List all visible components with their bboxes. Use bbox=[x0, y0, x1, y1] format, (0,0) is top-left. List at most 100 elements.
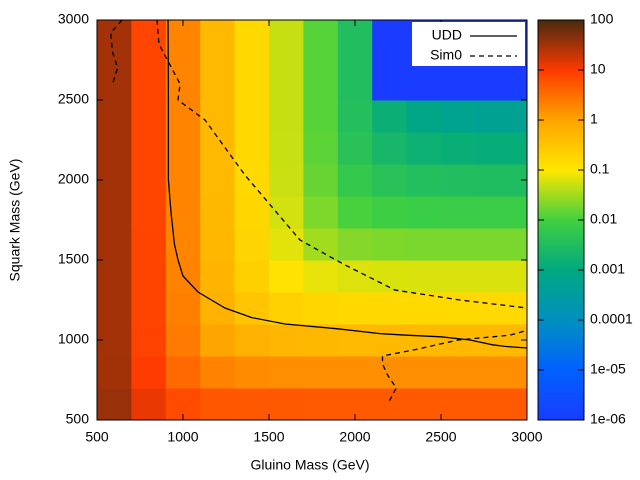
colorbar-segment bbox=[538, 130, 584, 133]
heat-cell bbox=[406, 260, 442, 293]
x-tick-label: 1000 bbox=[167, 429, 198, 445]
heat-cell bbox=[509, 100, 527, 133]
colorbar-segment bbox=[538, 244, 584, 247]
colorbar-segment bbox=[538, 70, 584, 73]
heat-cell bbox=[131, 196, 167, 229]
heat-cell bbox=[269, 100, 304, 133]
heat-cell bbox=[200, 100, 236, 133]
colorbar-segment bbox=[538, 350, 584, 353]
colorbar-segment bbox=[538, 82, 584, 85]
colorbar-segment bbox=[538, 162, 584, 165]
colorbar-segment bbox=[538, 276, 584, 279]
heat-cell bbox=[269, 196, 304, 229]
colorbar-segment bbox=[538, 46, 584, 49]
heat-cell bbox=[475, 228, 511, 261]
colorbar-segment bbox=[538, 102, 584, 105]
colorbar-segment bbox=[538, 172, 584, 175]
colorbar-segment bbox=[538, 338, 584, 341]
heat-cell bbox=[441, 100, 476, 133]
heat-cell bbox=[97, 196, 132, 229]
heat-cell bbox=[269, 164, 304, 197]
colorbar-segment bbox=[538, 194, 584, 197]
colorbar-segment bbox=[538, 20, 584, 23]
heat-cell bbox=[269, 68, 304, 101]
x-tick-label: 2500 bbox=[425, 429, 456, 445]
heat-cell bbox=[372, 324, 408, 357]
axes: 500 1000 1500 2000 2500 3000 500 1000 1500 2000 25… bbox=[58, 11, 633, 445]
colorbar-segment bbox=[538, 80, 584, 83]
colorbar-segment bbox=[538, 110, 584, 113]
heat-cell bbox=[509, 260, 527, 293]
heat-cell bbox=[337, 68, 373, 101]
heat-cell bbox=[303, 164, 339, 197]
heat-cell bbox=[234, 36, 270, 69]
colorbar-tick-label: 0.01 bbox=[590, 211, 617, 227]
heat-cell bbox=[441, 388, 476, 420]
heat-cell bbox=[269, 228, 304, 261]
colorbar-segment bbox=[538, 262, 584, 265]
heat-cell bbox=[337, 20, 373, 37]
x-tick-label: 500 bbox=[85, 429, 109, 445]
heat-cell bbox=[337, 228, 373, 261]
colorbar-segment bbox=[538, 148, 584, 151]
colorbar-segment bbox=[538, 358, 584, 361]
heat-cell bbox=[131, 388, 167, 420]
curve bbox=[110, 20, 527, 402]
colorbar-segment bbox=[538, 272, 584, 275]
colorbar-segment bbox=[538, 60, 584, 63]
colorbar-segment bbox=[538, 140, 584, 143]
heat-cell bbox=[303, 388, 339, 420]
colorbar-segment bbox=[538, 204, 584, 207]
colorbar-segment bbox=[538, 156, 584, 159]
colorbar-segment bbox=[538, 96, 584, 99]
colorbar-segment bbox=[538, 100, 584, 103]
colorbar-segment bbox=[538, 260, 584, 263]
heat-cell bbox=[372, 100, 408, 133]
heat-cell bbox=[303, 228, 339, 261]
colorbar-segment bbox=[538, 382, 584, 385]
colorbar-segment bbox=[538, 336, 584, 339]
heat-cell bbox=[234, 132, 270, 165]
heat-cell bbox=[165, 356, 201, 389]
colorbar-segment bbox=[538, 340, 584, 343]
heat-cell bbox=[165, 100, 201, 133]
legend-label: UDD bbox=[432, 27, 462, 43]
colorbar-segment bbox=[538, 416, 584, 419]
colorbar-segment bbox=[538, 314, 584, 317]
colorbar-segment bbox=[538, 370, 584, 373]
heat-cell bbox=[131, 36, 167, 69]
colorbar-segment bbox=[538, 166, 584, 169]
colorbar-segment bbox=[538, 214, 584, 217]
heat-cell bbox=[165, 20, 201, 37]
colorbar-segment bbox=[538, 218, 584, 221]
y-tick-label: 3000 bbox=[58, 11, 89, 27]
heat-cell bbox=[303, 20, 339, 37]
colorbar-segment bbox=[538, 84, 584, 87]
colorbar-segment bbox=[538, 280, 584, 283]
colorbar-segment bbox=[538, 48, 584, 51]
heat-cell bbox=[234, 68, 270, 101]
colorbar-segment bbox=[538, 258, 584, 261]
colorbar-segment bbox=[538, 116, 584, 119]
y-tick-label: 1500 bbox=[58, 251, 89, 267]
colorbar-segment bbox=[538, 142, 584, 145]
colorbar-segment bbox=[538, 88, 584, 91]
y-tick-label: 2500 bbox=[58, 91, 89, 107]
heat-cell bbox=[97, 132, 132, 165]
heat-cell bbox=[131, 132, 167, 165]
colorbar-segment bbox=[538, 138, 584, 141]
colorbar-segment bbox=[538, 112, 584, 115]
heat-cell bbox=[406, 68, 442, 101]
colorbar-segment bbox=[538, 26, 584, 29]
colorbar-segment bbox=[538, 224, 584, 227]
colorbar-segment bbox=[538, 134, 584, 137]
colorbar-segment bbox=[538, 144, 584, 147]
colorbar-segment bbox=[538, 274, 584, 277]
colorbar-segment bbox=[538, 300, 584, 303]
heat-cell bbox=[165, 164, 201, 197]
heat-cell bbox=[131, 292, 167, 325]
colorbar-segment bbox=[538, 210, 584, 213]
colorbar-segment bbox=[538, 414, 584, 417]
colorbar-segment bbox=[538, 316, 584, 319]
heat-cell bbox=[509, 292, 527, 325]
